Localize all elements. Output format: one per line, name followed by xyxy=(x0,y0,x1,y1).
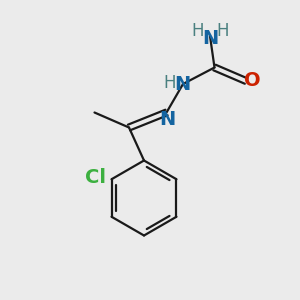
Text: Cl: Cl xyxy=(85,168,106,187)
Text: N: N xyxy=(202,29,218,49)
Text: H: H xyxy=(191,22,204,40)
Text: N: N xyxy=(174,74,190,94)
Text: N: N xyxy=(159,110,175,129)
Text: O: O xyxy=(244,71,261,91)
Text: H: H xyxy=(216,22,229,40)
Text: H: H xyxy=(163,74,176,92)
